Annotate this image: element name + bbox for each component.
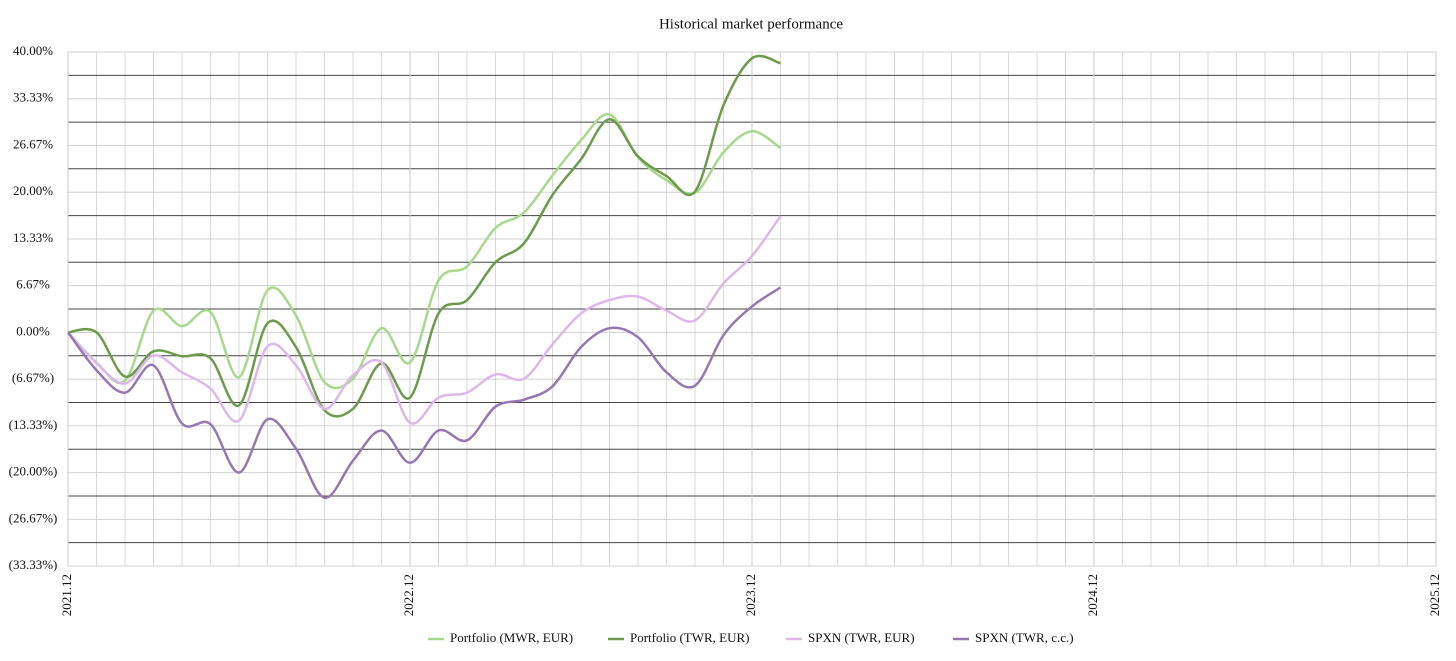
legend-label: Portfolio (TWR, EUR) <box>630 630 750 645</box>
legend-label: SPXN (TWR, EUR) <box>808 630 915 645</box>
y-tick-label: 20.00% <box>13 183 53 198</box>
x-tick-label: 2025.12 <box>1427 574 1442 616</box>
y-tick-label: (26.67%) <box>9 510 58 525</box>
legend-item: Portfolio (TWR, EUR) <box>608 630 750 645</box>
legend-label: SPXN (TWR, c.c.) <box>975 630 1074 645</box>
legend-label: Portfolio (MWR, EUR) <box>450 630 573 645</box>
y-tick-label: 26.67% <box>13 136 53 151</box>
y-tick-label: (13.33%) <box>9 417 58 432</box>
series-line <box>67 54 781 418</box>
y-tick-label: 0.00% <box>16 323 50 338</box>
series-line <box>67 286 782 500</box>
x-tick-label: 2023.12 <box>743 574 758 616</box>
legend-item: Portfolio (MWR, EUR) <box>428 630 573 645</box>
y-tick-label: 33.33% <box>13 90 53 105</box>
y-tick-label: 13.33% <box>13 230 53 245</box>
y-tick-label: (6.67%) <box>12 370 54 385</box>
legend-item: SPXN (TWR, EUR) <box>786 630 915 645</box>
x-tick-label: 2022.12 <box>401 574 416 616</box>
y-tick-label: (33.33%) <box>9 557 58 572</box>
chart-title: Historical market performance <box>659 16 843 32</box>
y-tick-label: (20.00%) <box>9 464 58 479</box>
series-line <box>67 215 782 425</box>
y-tick-label: 6.67% <box>16 277 50 292</box>
x-tick-label: 2021.12 <box>59 574 74 616</box>
series-line <box>67 113 782 390</box>
x-tick-label: 2024.12 <box>1085 574 1100 616</box>
y-tick-label: 40.00% <box>13 43 53 58</box>
legend-item: SPXN (TWR, c.c.) <box>953 630 1074 645</box>
